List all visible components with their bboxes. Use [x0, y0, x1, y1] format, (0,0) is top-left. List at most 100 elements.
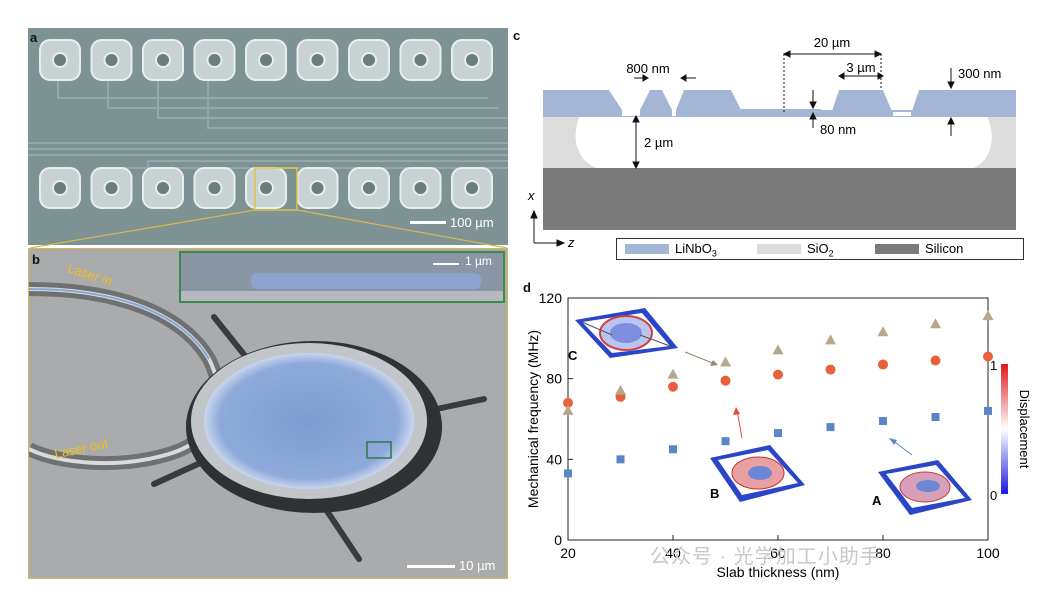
device-ring [361, 180, 377, 196]
scalebar-inset-label: 1 µm [465, 254, 492, 268]
panel-a-micrograph: 100 µm [28, 28, 508, 245]
panel-b-label: b [32, 252, 40, 267]
device-ring [103, 180, 120, 196]
y-tick-label: 120 [539, 290, 563, 306]
sem-image [29, 249, 507, 578]
material-legend: LiNbO3 SiO2 Silicon [616, 238, 1024, 260]
data-point-a [616, 455, 625, 464]
inset-b-label: B [710, 486, 719, 501]
y-axis-label: Mechanical frequency (MHz) [525, 330, 541, 508]
device-ring [52, 52, 68, 68]
x-tick-label: 20 [560, 545, 576, 561]
dim-2um: 2 µm [644, 135, 673, 150]
legend-swatch-sio2 [757, 244, 801, 254]
legend-label-ln: LiNbO3 [675, 241, 717, 259]
device-ring [412, 180, 429, 196]
device-ring [258, 180, 274, 196]
device-ring [361, 52, 377, 68]
axis-x-label: x [527, 188, 535, 203]
data-point-c [615, 384, 626, 395]
data-point-c [720, 356, 731, 367]
device-ring [155, 52, 171, 68]
y-tick-label: 40 [546, 451, 562, 467]
x-tick-label: 80 [875, 545, 891, 561]
mode-inset-a: A [872, 438, 972, 515]
data-point-c [825, 334, 836, 345]
data-point-b [720, 375, 731, 386]
data-point-b [773, 369, 783, 380]
device-ring [155, 180, 171, 196]
panel-b-sem: 1 µm Laser in Laser out 10 µm [28, 248, 508, 579]
x-tick-label: 60 [770, 545, 786, 561]
data-point-b [930, 355, 941, 366]
scalebar-b-label: 10 µm [459, 558, 496, 573]
mode-inset-c: C [568, 308, 718, 366]
device-ring [206, 52, 223, 68]
device-ring [258, 52, 274, 68]
inset-a-label: A [872, 493, 882, 508]
y-tick-label: 0 [554, 532, 562, 548]
data-point-b [983, 351, 993, 362]
data-point-b [825, 364, 836, 375]
cross-section-diagram: 800 nm 20 µm 3 µm 300 nm 80 nm 2 µm x z [527, 35, 1016, 250]
data-point-a [984, 406, 992, 415]
x-axis-label: Slab thickness (nm) [717, 564, 840, 580]
legend-label-sio2: SiO2 [807, 241, 834, 259]
device-ring [464, 180, 480, 196]
colorbar [1001, 364, 1008, 494]
dim-300nm: 300 nm [958, 66, 1001, 81]
panel-c-label: c [513, 28, 521, 43]
legend-swatch-ln [625, 244, 669, 254]
data-point-c [562, 404, 574, 415]
panel-a-label: a [30, 30, 38, 45]
data-point-a [931, 412, 940, 421]
device-array-image [28, 28, 508, 245]
axis-z-label: z [567, 235, 575, 250]
data-point-a [669, 445, 677, 454]
zoom-box [254, 167, 298, 211]
device-ring [464, 52, 480, 68]
device-ring [309, 180, 326, 196]
scalebar-inset [433, 263, 459, 265]
scalebar-a [410, 221, 446, 224]
colorbar-max: 1 [990, 358, 997, 373]
legend-label-si: Silicon [925, 241, 964, 256]
data-point-b [563, 397, 573, 408]
data-point-b [878, 359, 888, 370]
panel-d-chart: 0 40 80 120 20 40 60 80 100 Mechanical frequenc… [520, 280, 1035, 592]
data-point-a [721, 437, 730, 446]
dim-80nm: 80 nm [820, 122, 856, 137]
watermark: 公众号 · 光学加工小助手 [650, 546, 881, 568]
device-ring [103, 52, 120, 68]
data-point-a [774, 429, 782, 438]
colorbar-min: 0 [990, 488, 997, 503]
dim-800nm: 800 nm [626, 61, 669, 76]
dim-3um: 3 µm [846, 60, 875, 75]
frequency-chart: 0 40 80 120 20 40 60 80 100 Mechanical frequenc… [525, 290, 1032, 580]
y-tick-label: 80 [546, 371, 562, 387]
device-ring [309, 52, 326, 68]
data-point-a [879, 417, 887, 426]
scalebar-b [407, 565, 455, 568]
legend-swatch-si [875, 244, 919, 254]
device-ring [206, 180, 223, 196]
dim-20um: 20 µm [814, 35, 850, 50]
mode-inset-b: B [710, 407, 805, 502]
data-point-c [772, 344, 784, 355]
data-point-c [930, 318, 941, 329]
data-point-c [982, 310, 994, 321]
x-tick-label: 40 [665, 545, 681, 561]
device-ring [412, 52, 429, 68]
scalebar-a-label: 100 µm [450, 215, 494, 230]
data-point-a [564, 469, 572, 478]
device-ring [52, 180, 68, 196]
panel-d-label: d [523, 280, 531, 295]
data-point-c [877, 326, 889, 337]
inset-cross-section: 1 µm [179, 251, 505, 303]
inset-c-label: C [568, 348, 578, 363]
data-point-a [826, 423, 835, 432]
colorbar-label: Displacement [1017, 390, 1032, 469]
x-tick-label: 100 [976, 545, 1000, 561]
panel-c-cross-section: 800 nm 20 µm 3 µm 300 nm 80 nm 2 µm x z … [526, 28, 1026, 268]
